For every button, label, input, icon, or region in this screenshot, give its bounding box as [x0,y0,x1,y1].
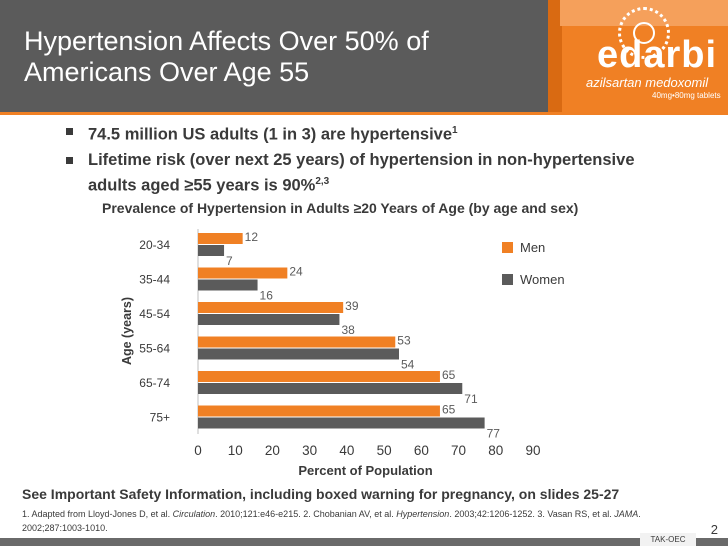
category-label: 75+ [150,411,170,425]
data-label: 53 [397,334,411,348]
category-label: 35-44 [139,273,170,287]
data-label: 54 [401,358,415,372]
data-label: 24 [289,265,303,279]
x-tick-label: 50 [377,443,392,458]
bullet-1-superscript: 1 [452,125,458,136]
generic-name: azilsartan medoxomil [586,75,709,90]
bar-women [198,245,225,256]
data-label: 38 [341,323,355,337]
slide-title: Hypertension Affects Over 50% of America… [24,26,429,87]
bar-women [198,348,399,360]
category-label: 45-54 [139,307,170,321]
bar-women [198,417,485,429]
bullet-square-icon [66,128,73,135]
x-tick-label: 30 [302,443,317,458]
journal-name: Circulation [172,509,216,519]
bullet-2: Lifetime risk (over next 25 years) of hy… [88,150,648,197]
category-label: 65-74 [139,376,170,390]
bullet-1-text: 74.5 million US adults (1 in 3) are hype… [88,125,453,144]
data-label: 7 [226,254,233,268]
bar-women [198,279,258,291]
references: 1. Adapted from Lloyd-Jones D, et al. Ci… [22,507,682,535]
legend-swatch-men [502,242,513,253]
bullet-2-text: Lifetime risk (over next 25 years) of hy… [88,151,635,195]
data-label: 71 [464,392,478,406]
bar-women [198,383,463,394]
bullet-1: 74.5 million US adults (1 in 3) are hype… [88,120,648,146]
legend-swatch-women [502,274,513,285]
x-tick-label: 90 [525,443,540,458]
dose-label: 40mg•80mg tablets [652,91,721,100]
journal-name: Hypertension [396,509,450,519]
reference-text: . 2010;121:e46-e215. 2. Chobanian AV, et… [215,509,397,519]
x-tick-label: 40 [339,443,354,458]
legend-label-women: Women [520,272,565,287]
data-label: 12 [245,230,259,244]
reference-text: 1. Adapted from Lloyd-Jones D, et al. [22,509,173,519]
chart-title: Prevalence of Hypertension in Adults ≥20… [102,200,579,216]
header-rule [0,112,728,115]
reference-text: . 2002;287:1003-1010. [22,509,641,533]
bar-men [198,405,440,417]
journal-name: JAMA [614,509,639,519]
reference-text: . 2003;42:1206-1252. 3. Vasan RS, et al. [449,509,615,519]
sun-logo-icon [618,7,670,59]
x-axis-title: Percent of Population [298,463,432,478]
bullet-2-superscript: 2,3 [315,176,330,187]
x-tick-label: 70 [451,443,466,458]
category-label: 20-34 [139,238,170,252]
x-tick-label: 20 [265,443,280,458]
bar-men [198,371,440,382]
bullet-square-icon [66,157,73,164]
bar-women [198,314,340,325]
data-label: 16 [260,289,274,303]
page-number: 2 [710,522,718,537]
category-label: 55-64 [139,342,170,356]
x-tick-label: 60 [414,443,429,458]
x-tick-label: 0 [194,443,202,458]
bar-men [198,336,396,348]
y-axis-title: Age (years) [120,297,134,365]
bar-men [198,302,344,313]
data-label: 77 [487,427,501,441]
data-label: 39 [345,299,359,313]
footer-bar [0,538,728,546]
brand-name: edarbi [597,34,718,76]
bar-men [198,233,243,244]
x-tick-label: 80 [488,443,503,458]
x-tick-label: 10 [228,443,243,458]
document-code: TAK-OEC [640,533,696,546]
bar-men [198,267,288,279]
data-label: 65 [442,368,456,382]
safety-warning: See Important Safety Information, includ… [22,486,620,502]
legend-label-men: Men [520,240,545,255]
data-label: 65 [442,403,456,417]
